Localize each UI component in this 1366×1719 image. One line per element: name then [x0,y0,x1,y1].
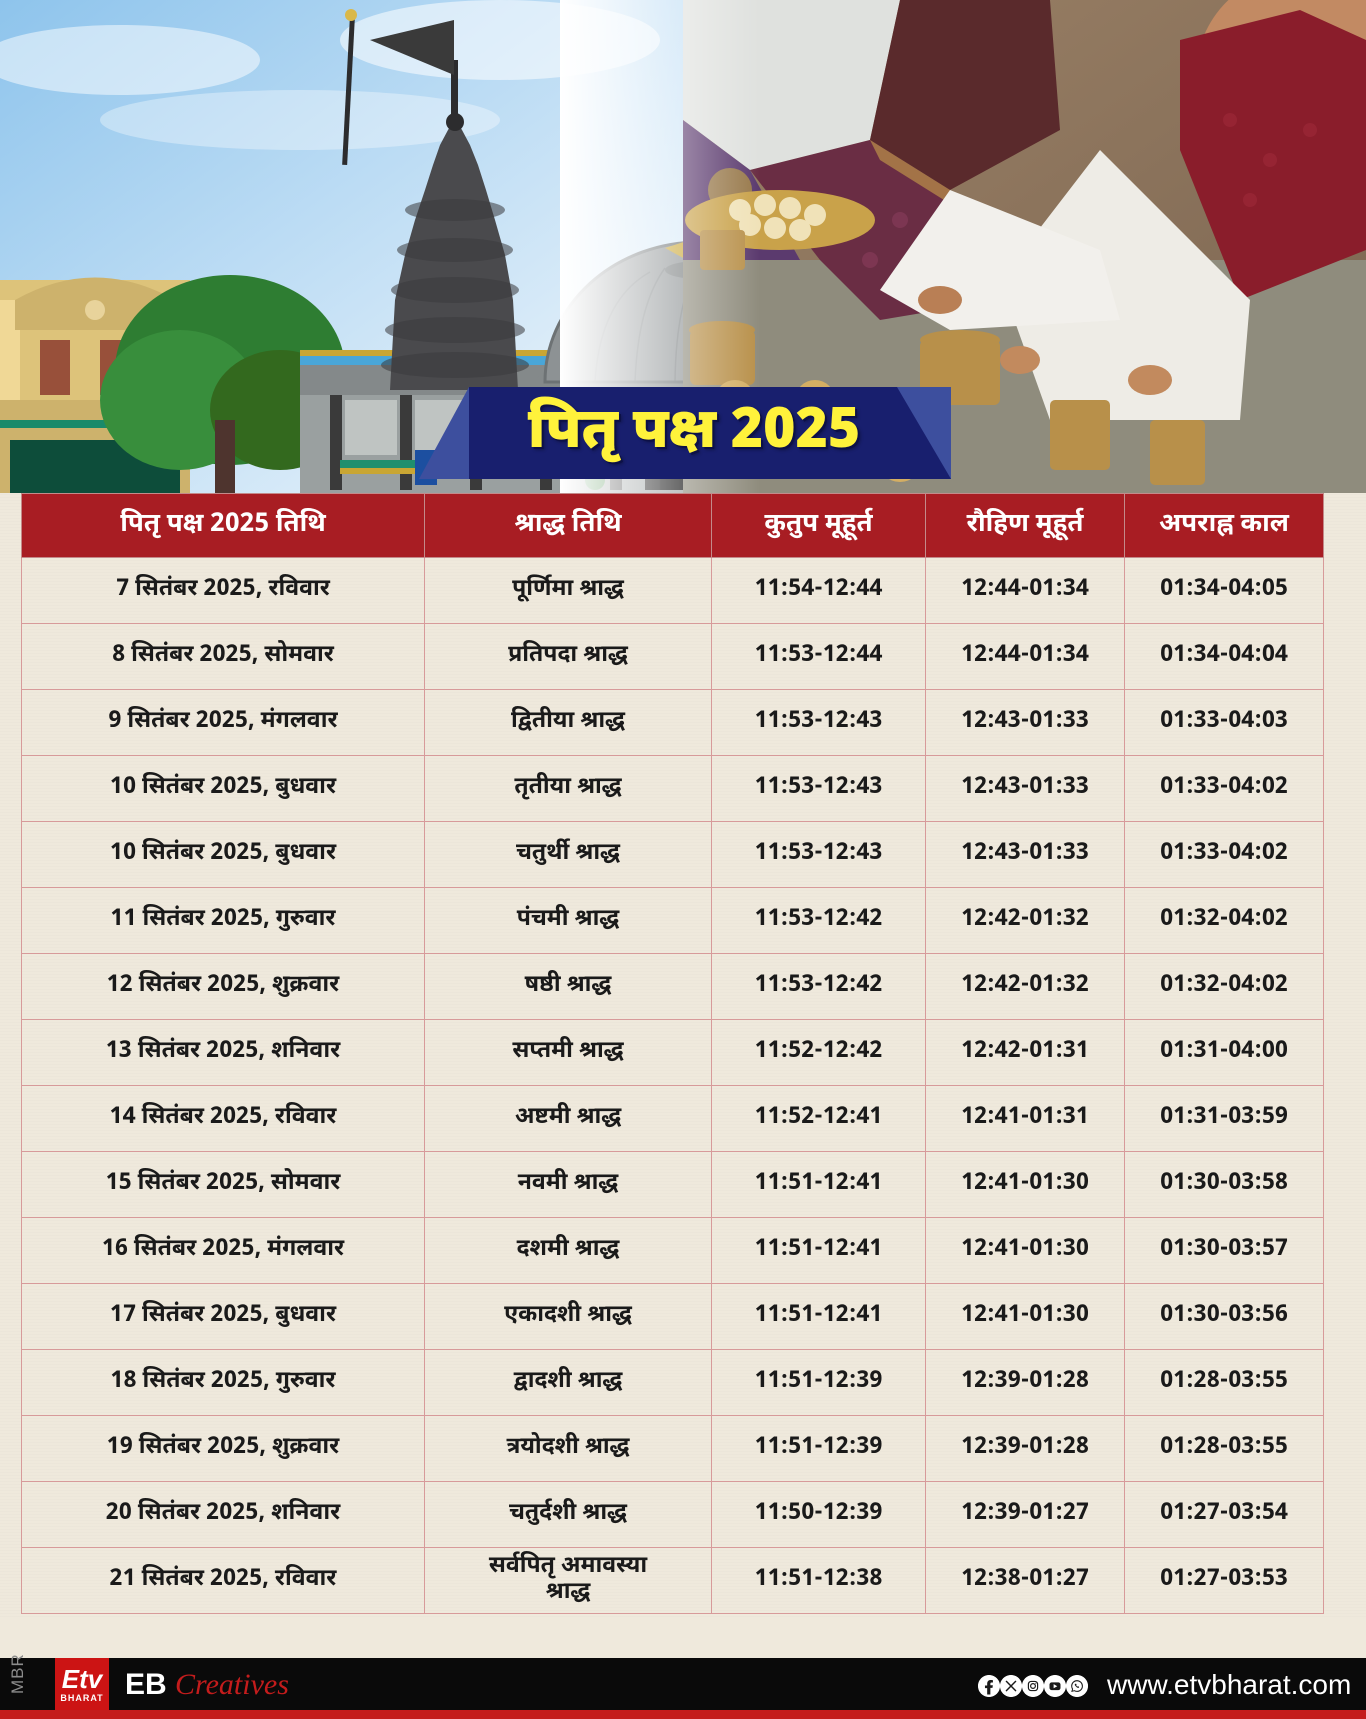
svg-text:Etv: Etv [62,1665,104,1694]
